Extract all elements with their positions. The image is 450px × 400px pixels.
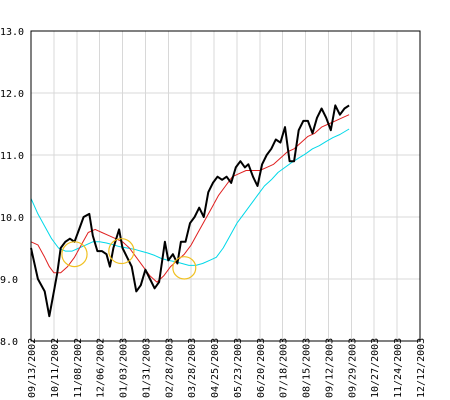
y-tick-label: 10.0 (0, 213, 24, 224)
x-tick-label: 06/20/2003 (256, 338, 267, 398)
plot-frame (30, 30, 421, 342)
highlight-ellipse (108, 238, 135, 265)
y-tick-label: 12.0 (0, 89, 24, 100)
highlight-ellipse (61, 241, 88, 268)
x-tick-label: 01/03/2003 (119, 338, 130, 398)
y-tick-label: 13.0 (0, 27, 24, 38)
x-tick-label: 05/23/2003 (233, 338, 244, 398)
x-tick-label: 09/29/2003 (347, 338, 358, 398)
x-axis: 09/13/2002 10/11/2002 11/08/2002 12/06/2002… (27, 338, 427, 398)
x-tick-label: 11/24/2003 (393, 338, 404, 398)
x-tick-label: 07/18/2003 (279, 338, 290, 398)
x-tick-label: 09/13/2002 (27, 338, 38, 398)
x-tick-label: 11/08/2002 (73, 338, 84, 398)
x-tick-label: 10/11/2002 (50, 338, 61, 398)
x-tick-label: 04/25/2003 (210, 338, 221, 398)
y-tick-label: 8.0 (0, 337, 18, 348)
x-tick-label: 03/28/2003 (187, 338, 198, 398)
x-tick-label: 09/12/2003 (324, 338, 335, 398)
series-line-0 (30, 104, 350, 318)
grid (30, 30, 421, 342)
x-tick-label: 01/31/2003 (141, 338, 152, 398)
x-tick-label: 02/28/2003 (164, 338, 175, 398)
highlight-ellipse (172, 256, 197, 280)
y-tick-label: 11.0 (0, 151, 24, 162)
y-tick-label: 9.0 (0, 275, 18, 286)
y-axis: 8.0 9.0 10.0 11.0 12.0 13.0 (0, 27, 24, 348)
x-tick-label: 12/06/2002 (96, 338, 107, 398)
x-tick-label: 12/12/2003 (416, 338, 427, 398)
x-tick-label: 10/27/2003 (370, 338, 381, 398)
x-tick-label: 08/15/2003 (302, 338, 313, 398)
annotation-layer (61, 238, 197, 280)
